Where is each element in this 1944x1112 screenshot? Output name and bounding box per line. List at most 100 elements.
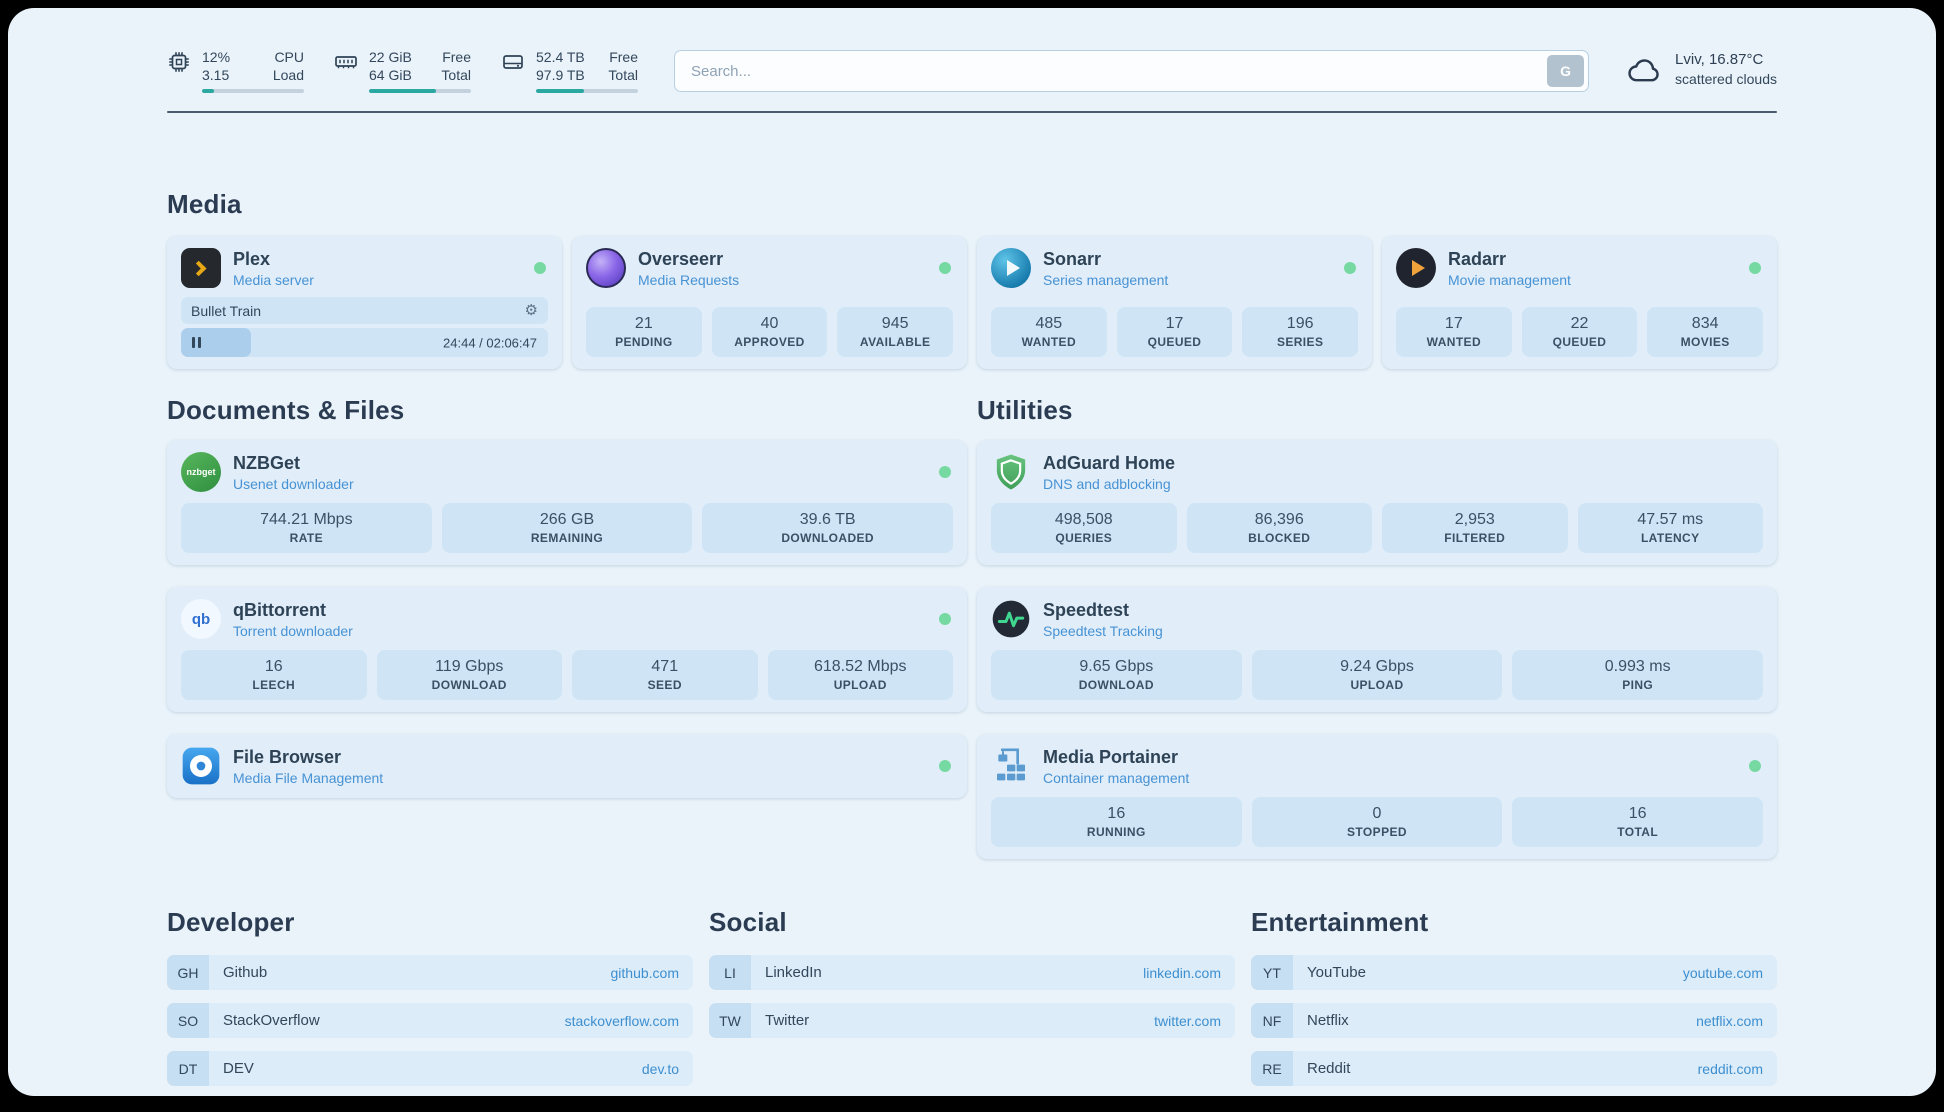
bookmark-abbr: TW [709,1003,751,1039]
cpu-icon [169,52,189,72]
service-link-qbittorrent[interactable]: qBittorrent [233,599,326,620]
status-dot [1344,262,1356,275]
bookmark-name: Github [223,964,268,982]
section-title-developer: Developer [167,907,295,938]
stat-tile: 618.52 Mbps UPLOAD [767,650,953,701]
stat-tile: 0 STOPPED [1251,797,1503,848]
bookmark-abbr: NF [1251,1003,1293,1039]
service-link-speedtest[interactable]: Speedtest [1043,599,1130,620]
status-dot [1749,760,1761,773]
stat-value: 471 [651,658,679,676]
ram-free: 22 GiB [369,49,412,65]
stat-value: 86,396 [1254,511,1304,529]
section-title-social: Social [709,907,787,938]
service-link-overseerr[interactable]: Overseerr [638,248,724,269]
settings-icon[interactable]: ⚙ [524,302,538,320]
stat-tile: 21 PENDING [586,307,702,358]
bookmark-linkedin[interactable]: LI LinkedIn linkedin.com [709,955,1235,991]
service-link-nzbget[interactable]: NZBGet [233,452,300,473]
stat-tile: 17 QUEUED [1116,307,1233,358]
stat-tile: 744.21 Mbps RATE [181,503,432,554]
stat-label: PENDING [615,335,673,350]
stat-value: 39.6 TB [799,511,856,529]
stat-label: STOPPED [1347,825,1407,840]
stat-value: 834 [1691,315,1719,333]
service-card-portainer: Media Portainer Container management 16 … [977,734,1777,860]
weather-location: Lviv, 16.87°C [1675,51,1764,68]
stat-label: QUEUED [1147,335,1202,350]
service-subtitle: Series management [1043,272,1169,289]
playback-time: 24:44 / 02:06:47 [443,335,537,351]
stat-tile: 196 SERIES [1242,307,1358,358]
bookmark-reddit[interactable]: RE Reddit reddit.com [1251,1051,1777,1087]
playback-progress-bar[interactable]: 24:44 / 02:06:47 [181,328,548,358]
section-title-entertainment: Entertainment [1251,907,1429,938]
service-card-sonarr: Sonarr Series management 485 WANTED 17 Q… [977,236,1372,370]
stat-label: QUERIES [1055,531,1113,546]
search-input[interactable] [674,50,1590,92]
stat-tile: 0.993 ms PING [1512,650,1763,701]
service-subtitle: Movie management [1448,272,1571,289]
bookmark-twitter[interactable]: TW Twitter twitter.com [709,1003,1235,1039]
stat-tile: 86,396 BLOCKED [1186,503,1372,554]
stat-label: DOWNLOAD [1078,678,1154,693]
status-dot [939,760,951,773]
stat-tile: 2,953 FILTERED [1382,503,1568,554]
disk-label: Free [609,49,638,65]
pause-icon[interactable] [192,337,201,349]
bookmark-url: dev.to [641,1060,679,1077]
service-link-radarr[interactable]: Radarr [1448,248,1507,269]
ram-usage-bar [369,89,471,94]
service-link-filebrowser[interactable]: File Browser [233,746,342,767]
bookmark-abbr: YT [1251,955,1293,991]
disk-label-2: Total [608,67,638,84]
bookmark-abbr: RE [1251,1051,1293,1087]
stat-label: UPLOAD [1350,678,1404,693]
stat-value: 0 [1372,805,1382,823]
bookmark-youtube[interactable]: YT YouTube youtube.com [1251,955,1777,991]
overseerr-icon [586,248,626,289]
service-subtitle: Speedtest Tracking [1043,623,1163,640]
stat-tile: 119 Gbps DOWNLOAD [376,650,562,701]
bookmark-github[interactable]: GH Github github.com [167,955,693,991]
stat-tile: 16 TOTAL [1512,797,1763,848]
stat-value: 498,508 [1054,511,1113,529]
stat-label: WANTED [1426,335,1482,350]
bookmark-stackoverflow[interactable]: SO StackOverflow stackoverflow.com [167,1003,693,1039]
section-media: Media Plex Media server Bullet Train ⚙ [167,189,1777,370]
bookmark-name: LinkedIn [765,964,822,982]
stat-value: 744.21 Mbps [260,511,353,529]
status-dot [1749,262,1761,275]
service-link-plex[interactable]: Plex [233,248,271,269]
bookmark-netflix[interactable]: NF Netflix netflix.com [1251,1003,1777,1039]
service-link-sonarr[interactable]: Sonarr [1043,248,1102,269]
stat-tile: 39.6 TB DOWNLOADED [702,503,953,554]
service-link-portainer[interactable]: Media Portainer [1043,746,1179,767]
bookmark-dev[interactable]: DT DEV dev.to [167,1051,693,1087]
stat-label: SEED [647,678,682,693]
stat-label: QUEUED [1552,335,1607,350]
service-link-adguard[interactable]: AdGuard Home [1043,452,1176,473]
ram-label: Free [442,49,471,65]
stat-tile: 16 RUNNING [991,797,1242,848]
service-subtitle: Torrent downloader [233,623,353,640]
service-card-nzbget: nzbget NZBGet Usenet downloader 744.21 M… [167,440,967,566]
stat-tile: 9.65 Gbps DOWNLOAD [991,650,1242,701]
stat-label: FILTERED [1444,531,1506,546]
stat-value: 40 [760,315,779,333]
ram-label-2: Total [441,67,471,84]
bookmark-name: StackOverflow [223,1012,320,1030]
bookmark-abbr: GH [167,955,209,991]
stat-value: 9.24 Gbps [1340,658,1414,676]
search-provider-button[interactable]: G [1547,55,1585,87]
stat-value: 22 [1570,315,1589,333]
cpu-percent: 12% [202,49,231,65]
service-card-plex: Plex Media server Bullet Train ⚙ 24:44 [167,236,562,370]
stat-label: APPROVED [734,335,805,350]
bookmark-name: YouTube [1307,964,1366,982]
service-subtitle: DNS and adblocking [1043,476,1171,493]
stat-label: DOWNLOADED [781,531,874,546]
stat-label: BLOCKED [1248,531,1311,546]
section-documents: Documents & Files nzbget NZBGet Usenet d… [167,395,967,799]
bookmark-name: DEV [223,1060,254,1078]
